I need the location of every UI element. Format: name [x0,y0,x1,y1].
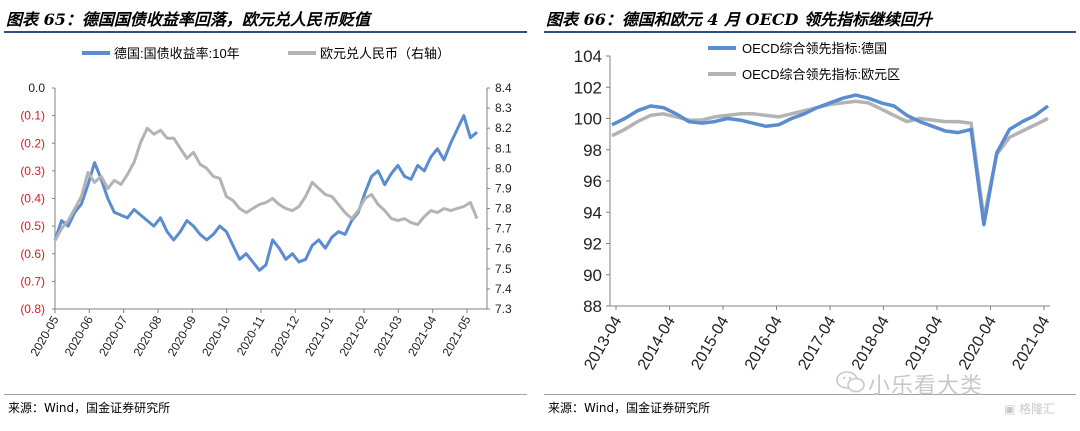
x-tick-label: 2020-11 [234,313,268,358]
x-tick-label: 2020-09 [165,313,199,358]
right-source-rule [544,394,1076,395]
x-tick-label: 2020-06 [62,313,96,358]
x-tick-label: 2021-04 [405,313,439,358]
x-tick-label: 2021-04 [1009,313,1053,372]
series-line-bund-yield [53,114,478,272]
x-tick-label: 2019-04 [902,313,946,372]
right-y-tick-label: 8.0 [495,161,512,175]
x-tick-label: 2020-07 [96,313,130,358]
legend-label-germany: OECD综合领先指标:德国 [742,41,887,56]
y-tick-label: 100 [574,110,602,129]
series-line-eurcny [53,126,479,242]
right-legend: OECD综合领先指标:德国 OECD综合领先指标:欧元区 [708,41,900,82]
x-tick-label: 2014-04 [635,313,679,372]
right-chart-title: 图表 66：德国和欧元 4 月 OECD 领先指标继续回升 [546,10,932,29]
left-line-chart: 德国:国债收益率:10年 欧元兑人民币（右轴） 0.0 (0.1) (0.2) (0.… [20,46,512,359]
watermark-badge: ▣ 格隆汇 [1004,400,1055,417]
right-title-rule [544,31,1076,33]
y-tick-label: 96 [583,172,602,191]
right-y-tick-label: 7.6 [495,242,512,256]
left-y-tick-label: (0.5) [20,219,45,233]
left-chart-panel: 图表 65：德国国债收益率回落，欧元兑人民币贬值 德国:国债收益率:10年 欧元… [0,0,531,431]
right-y-tick-label: 8.3 [495,101,512,115]
y-tick-label: 98 [583,141,602,160]
y-tick-label: 88 [583,297,602,316]
x-tick-label: 2021-01 [302,313,336,358]
wechat-icon [836,371,865,393]
left-plot-area: 0.0 (0.1) (0.2) (0.3) (0.4) (0.5) (0.6) (0.7) (0… [20,81,512,359]
left-y-tick-label: (0.2) [20,136,45,150]
legend-label-eurozone: OECD综合领先指标:欧元区 [742,67,900,82]
x-tick-label: 2020-08 [130,313,164,358]
watermark-text: 小乐看大类 [868,374,984,399]
right-y-tick-label: 7.3 [495,302,512,316]
legend-label-eurcny: 欧元兑人民币（右轴） [320,46,450,61]
left-chart-title: 图表 65：德国国债收益率回落，欧元兑人民币贬值 [6,10,370,29]
right-y-tick-label: 8.2 [495,121,512,135]
left-y-tick-label: (0.6) [20,247,45,261]
watermark-badge-label: 格隆汇 [1019,402,1056,416]
y-tick-label: 102 [574,78,602,97]
left-y-tick-label: (0.1) [20,109,45,123]
right-y-tick-label: 7.7 [495,222,512,236]
left-title-rule [4,31,527,33]
x-tick-label: 2016-04 [742,313,786,372]
right-y-tick-label: 7.4 [495,282,512,296]
left-y-tick-label: (0.3) [20,164,45,178]
right-y-tick-label: 7.8 [495,202,512,216]
left-y-tick-label: (0.4) [20,192,45,206]
x-tick-label: 2020-12 [268,313,302,358]
x-tick-label: 2020-10 [199,313,233,358]
right-y-tick-label: 8.1 [495,141,512,155]
x-tick-label: 2021-02 [336,313,370,358]
x-tick-label: 2017-04 [795,313,839,372]
y-tick-label: 94 [583,203,602,222]
left-source-rule [4,394,527,395]
x-tick-label: 2020-05 [27,313,61,358]
right-chart-panel: 图表 66：德国和欧元 4 月 OECD 领先指标继续回升 OECD综合领先指标… [540,0,1080,431]
left-y-tick-label: (0.7) [20,274,45,288]
y-tick-label: 104 [574,47,602,66]
left-source-note: 来源：Wind，国金证券研究所 [8,401,171,415]
x-tick-label: 2015-04 [688,313,732,372]
series-line-germany [611,93,1050,227]
left-y-tick-label: (0.8) [20,302,45,316]
right-y-tick-label: 7.5 [495,262,512,276]
x-tick-label: 2021-03 [371,313,405,358]
x-tick-label: 2020-04 [956,313,1000,372]
legend-label-bund: 德国:国债收益率:10年 [114,46,240,61]
right-line-chart: OECD综合领先指标:德国 OECD综合领先指标:欧元区 104 102 100 98… [574,41,1054,373]
x-tick-label: 2021-05 [439,313,473,358]
left-legend: 德国:国债收益率:10年 欧元兑人民币（右轴） [82,46,450,61]
right-y-tick-label: 7.9 [495,181,512,195]
left-y-tick-label: 0.0 [28,81,45,95]
y-tick-label: 90 [583,266,602,285]
x-tick-label: 2013-04 [581,313,625,372]
x-tick-label: 2018-04 [849,313,893,372]
series-line-eurozone [611,99,1049,221]
right-y-tick-label: 8.4 [495,81,512,95]
right-source-note: 来源：Wind，国金证券研究所 [548,401,711,415]
y-tick-label: 92 [583,235,602,254]
gelonghui-logo-icon: ▣ [1004,402,1016,416]
